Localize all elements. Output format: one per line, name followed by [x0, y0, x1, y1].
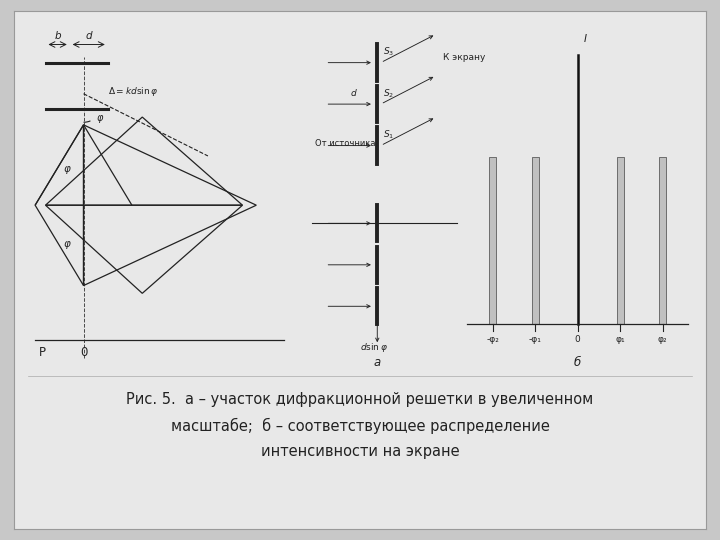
Text: $S_1$: $S_1$: [383, 129, 394, 141]
Text: От источника: От источника: [315, 139, 376, 147]
Text: -φ₂: -φ₂: [486, 335, 499, 344]
Text: $d\sin\varphi$: $d\sin\varphi$: [360, 341, 388, 354]
Text: К экрану: К экрану: [443, 53, 485, 62]
Text: б: б: [574, 356, 581, 369]
Text: $\Delta = kd\sin\varphi$: $\Delta = kd\sin\varphi$: [108, 85, 158, 98]
Text: масштабе;  б – соответствующее распределение: масштабе; б – соответствующее распределе…: [171, 418, 549, 434]
Text: P: P: [39, 346, 45, 359]
Text: -φ₁: -φ₁: [528, 335, 541, 344]
Text: d: d: [351, 89, 357, 98]
Text: $S_3$: $S_3$: [383, 46, 394, 58]
Text: $\varphi$: $\varphi$: [63, 239, 71, 251]
Text: а: а: [374, 356, 381, 369]
Text: $\varphi$: $\varphi$: [63, 164, 71, 176]
Bar: [489, 157, 496, 325]
Bar: [532, 157, 539, 325]
Text: интенсивности на экране: интенсивности на экране: [261, 444, 459, 458]
Text: φ₁: φ₁: [616, 335, 625, 344]
Text: 0: 0: [80, 346, 87, 359]
Text: b: b: [54, 31, 61, 42]
Bar: [660, 157, 666, 325]
Text: $S_2$: $S_2$: [383, 87, 394, 100]
Text: φ₂: φ₂: [658, 335, 667, 344]
Text: I: I: [583, 34, 586, 44]
Bar: [617, 157, 624, 325]
Text: d: d: [86, 31, 92, 42]
Text: Рис. 5.  а – участок дифракционной решетки в увеличенном: Рис. 5. а – участок дифракционной решетк…: [127, 392, 593, 407]
Text: $\varphi$: $\varphi$: [96, 113, 104, 125]
Text: 0: 0: [575, 335, 580, 344]
